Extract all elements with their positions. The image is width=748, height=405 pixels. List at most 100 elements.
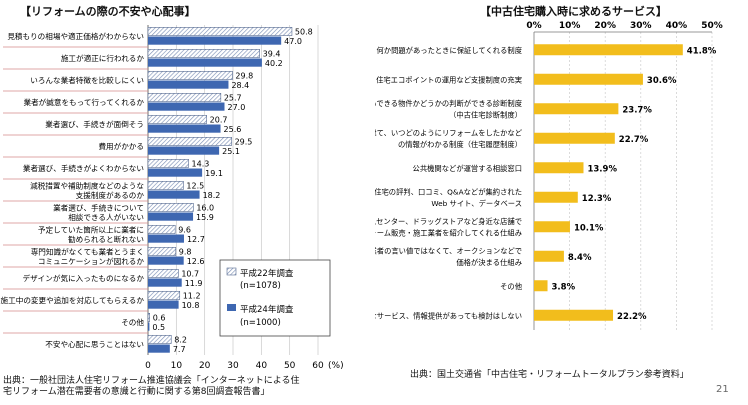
right-category-label: 公共機関などが運営する相談窓口 [413, 164, 522, 173]
legend-swatch-h22 [226, 267, 237, 276]
right-bar-label: 12.3% [582, 194, 612, 204]
right-category-label: 何か問題があったときに保証してくれる制度 [377, 46, 523, 55]
right-category-label: 住宅エコポイントの運用など支援制度の充実 [376, 75, 522, 84]
bar-h24 [148, 190, 200, 199]
right-category-label: の情報がわかる制度（住宅履歴制度） [398, 140, 522, 149]
left-x-tick-label: 20 [199, 361, 211, 371]
bar-h22 [147, 312, 150, 322]
bar-h24 [148, 278, 182, 287]
left-x-tick-label: 30 [227, 361, 239, 371]
left-x-tick-label: 40 [256, 361, 268, 371]
right-bar-label: 13.9% [587, 164, 617, 174]
label-h22: 9.6 [178, 225, 191, 234]
label-h24: 47.0 [284, 37, 302, 46]
left-category-label: 減税措置や補助制度などのような [30, 180, 144, 190]
left-category-label: 施工中の変更や追加を対応してもらえるか [1, 295, 145, 305]
label-h24: 18.2 [203, 191, 221, 200]
left-category-label: 業者選び、手続きがよくわからない [23, 163, 144, 173]
right-bar-label: 8.4% [568, 253, 592, 263]
bar-h24 [148, 58, 262, 67]
right-bar-label: 3.8% [552, 282, 576, 292]
right-category-label: その他 [500, 282, 523, 291]
label-h24: 25.6 [224, 125, 242, 134]
label-h22: 16.0 [196, 203, 214, 212]
bar-h22 [147, 115, 207, 124]
right-category-label: 価格が決まる仕組み [456, 258, 522, 267]
bar-h22 [147, 247, 177, 256]
right-category-label: 安心できる物件かどうかの判断ができる診断制度 [375, 99, 523, 108]
bar-h24 [148, 322, 150, 331]
bar-h24 [148, 344, 170, 353]
right-bar-label: 41.8% [687, 46, 717, 56]
left-category-label: 予定していた箇所以上に業者に [38, 224, 144, 234]
label-h22: 29.8 [235, 71, 253, 80]
right-category-label: 中古住宅の評判、口コミ、Q&Aなどが集約された [375, 188, 522, 197]
left-legend-box [219, 259, 331, 337]
label-h24: 40.2 [265, 59, 283, 68]
bar-h24 [148, 102, 225, 111]
bar-h24 [148, 256, 184, 265]
bar-h22 [147, 203, 194, 212]
legend-n-h22: (n=1078) [240, 281, 281, 291]
label-h22: 14.3 [192, 159, 210, 168]
label-h22: 9.8 [179, 247, 192, 256]
label-h22: 39.4 [263, 49, 281, 58]
left-category-label: いろんな業者特徴を比較しにくい [30, 75, 144, 85]
left-category-label: 勧められると断れない [68, 234, 144, 244]
legend-label-h24: 平成24年調査 [240, 304, 294, 315]
right-source-note: 出典：国土交通省「中古住宅・リフォームトータルプラン参考資料」 [410, 370, 689, 380]
bar-h24 [148, 80, 229, 89]
right-bar [534, 221, 570, 233]
bar-h24 [148, 124, 221, 133]
left-category-label: 専門知識がなくても業者とうまく [31, 246, 144, 256]
right-bar [534, 309, 614, 321]
label-h24: 27.0 [228, 103, 246, 112]
left-x-tick-label: 50 [284, 361, 296, 371]
right-bar-label: 10.1% [574, 223, 604, 233]
label-h24: 12.7 [187, 235, 205, 244]
bar-h24 [148, 36, 282, 45]
label-h24: 0.5 [152, 323, 165, 332]
bar-h22 [147, 268, 179, 278]
label-h24: 12.6 [187, 257, 205, 266]
right-x-tick-label: 10% [559, 21, 581, 31]
label-h22: 50.8 [295, 27, 313, 36]
right-bar-label: 23.7% [622, 105, 652, 115]
bar-h24 [148, 168, 203, 177]
left-chart-title: 【リフォームの際の不安や心配事】 [20, 5, 196, 18]
label-h22: 12.5 [186, 181, 204, 190]
legend-n-h24: (n=1000) [240, 318, 281, 328]
right-bar [534, 44, 683, 56]
label-h22: 0.6 [153, 313, 166, 322]
right-bar [534, 162, 584, 174]
left-category-label: 施工が適正に行われるか [61, 53, 145, 63]
label-h22: 11.2 [183, 291, 201, 300]
left-category-label: 業者選び、手続きが面倒そう [45, 119, 144, 129]
left-x-tick-label: 0 [145, 361, 151, 371]
right-bar [534, 73, 643, 85]
right-category-label: （中古住宅診断制度） [449, 111, 522, 120]
left-source-line-2: 宅リフォーム潜在需要者の意識と行動に関する第8回調査報告書」 [3, 387, 270, 397]
right-x-tick-label: 50% [701, 21, 723, 31]
right-bar-label: 30.6% [647, 76, 677, 86]
left-x-tick-label: 10 [171, 361, 183, 371]
left-category-label: 支援制度があるのか [76, 190, 145, 200]
right-x-tick-label: 0% [526, 21, 541, 31]
bar-h24 [148, 234, 184, 243]
right-x-tick-label: 40% [666, 21, 688, 31]
left-category-label: 業者が誠意をもって行ってくれるか [23, 97, 144, 107]
bar-h22 [147, 159, 189, 168]
right-category-label: いつどのように建て、いつどのようにリフォームをしたかなど [375, 129, 523, 138]
left-category-label: デザインが気に入ったものになるか [23, 273, 145, 283]
label-h22: 20.7 [210, 115, 228, 124]
left-x-tick-label: 60 [312, 361, 324, 371]
right-category-label: Web サイト、データベース [431, 199, 522, 208]
label-h24: 7.7 [173, 345, 186, 354]
bar-h22 [147, 48, 260, 58]
right-bar-chart: 0% 10% 20% 30% 40% 50% 何か問題があったときに保証してくれる制度 41.… [375, 21, 723, 330]
right-x-tick-label: 30% [630, 21, 652, 31]
left-category-label: 見積もりの相場や適正価格がわからない [7, 31, 144, 41]
label-h24: 15.9 [196, 213, 214, 222]
right-bar [534, 250, 564, 262]
left-bar-chart: 0 10 20 30 40 50 60 (%) 見積もりの相場や適正価格がわからない 50.847… [1, 25, 344, 371]
